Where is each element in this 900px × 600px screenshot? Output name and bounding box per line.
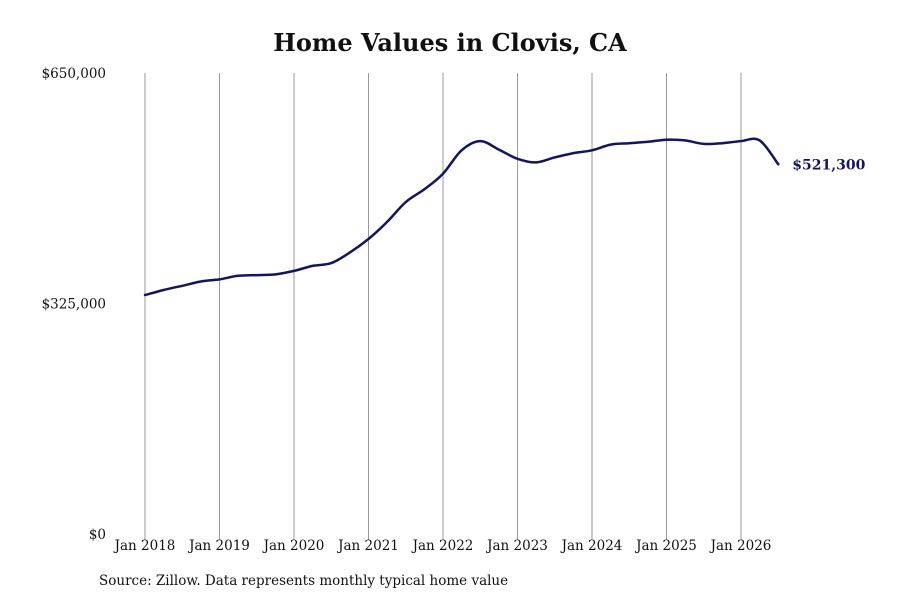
x-axis-tick-labels: Jan 2018 Jan 2019 Jan 2020 Jan 2021 Jan 2022… — [113, 538, 772, 554]
x-tick-label: Jan 2020 — [262, 538, 325, 554]
x-tick-label: Jan 2018 — [113, 538, 176, 554]
chart-title: Home Values in Clovis, CA — [273, 28, 627, 57]
series-layer — [143, 137, 780, 297]
source-note: Source: Zillow. Data represents monthly … — [99, 573, 509, 589]
x-tick-label: Jan 2024 — [560, 538, 623, 554]
y-tick-label: $650,000 — [42, 66, 106, 82]
x-tick-label: Jan 2022 — [411, 538, 474, 554]
x-tick-label: Jan 2026 — [709, 538, 772, 554]
grid-lines — [144, 73, 742, 540]
x-tick-label: Jan 2025 — [634, 538, 697, 554]
y-axis-tick-labels: $0 $325,000 $650,000 — [42, 66, 106, 543]
end-label-layer: $521,300 — [792, 157, 865, 173]
home-value-line — [143, 137, 780, 297]
x-tick-label: Jan 2021 — [336, 538, 399, 554]
x-tick-label: Jan 2019 — [187, 538, 250, 554]
y-tick-label: $325,000 — [42, 297, 106, 313]
y-tick-label: $0 — [89, 527, 106, 543]
x-tick-label: Jan 2023 — [485, 538, 548, 554]
latest-value-label: $521,300 — [792, 157, 865, 173]
